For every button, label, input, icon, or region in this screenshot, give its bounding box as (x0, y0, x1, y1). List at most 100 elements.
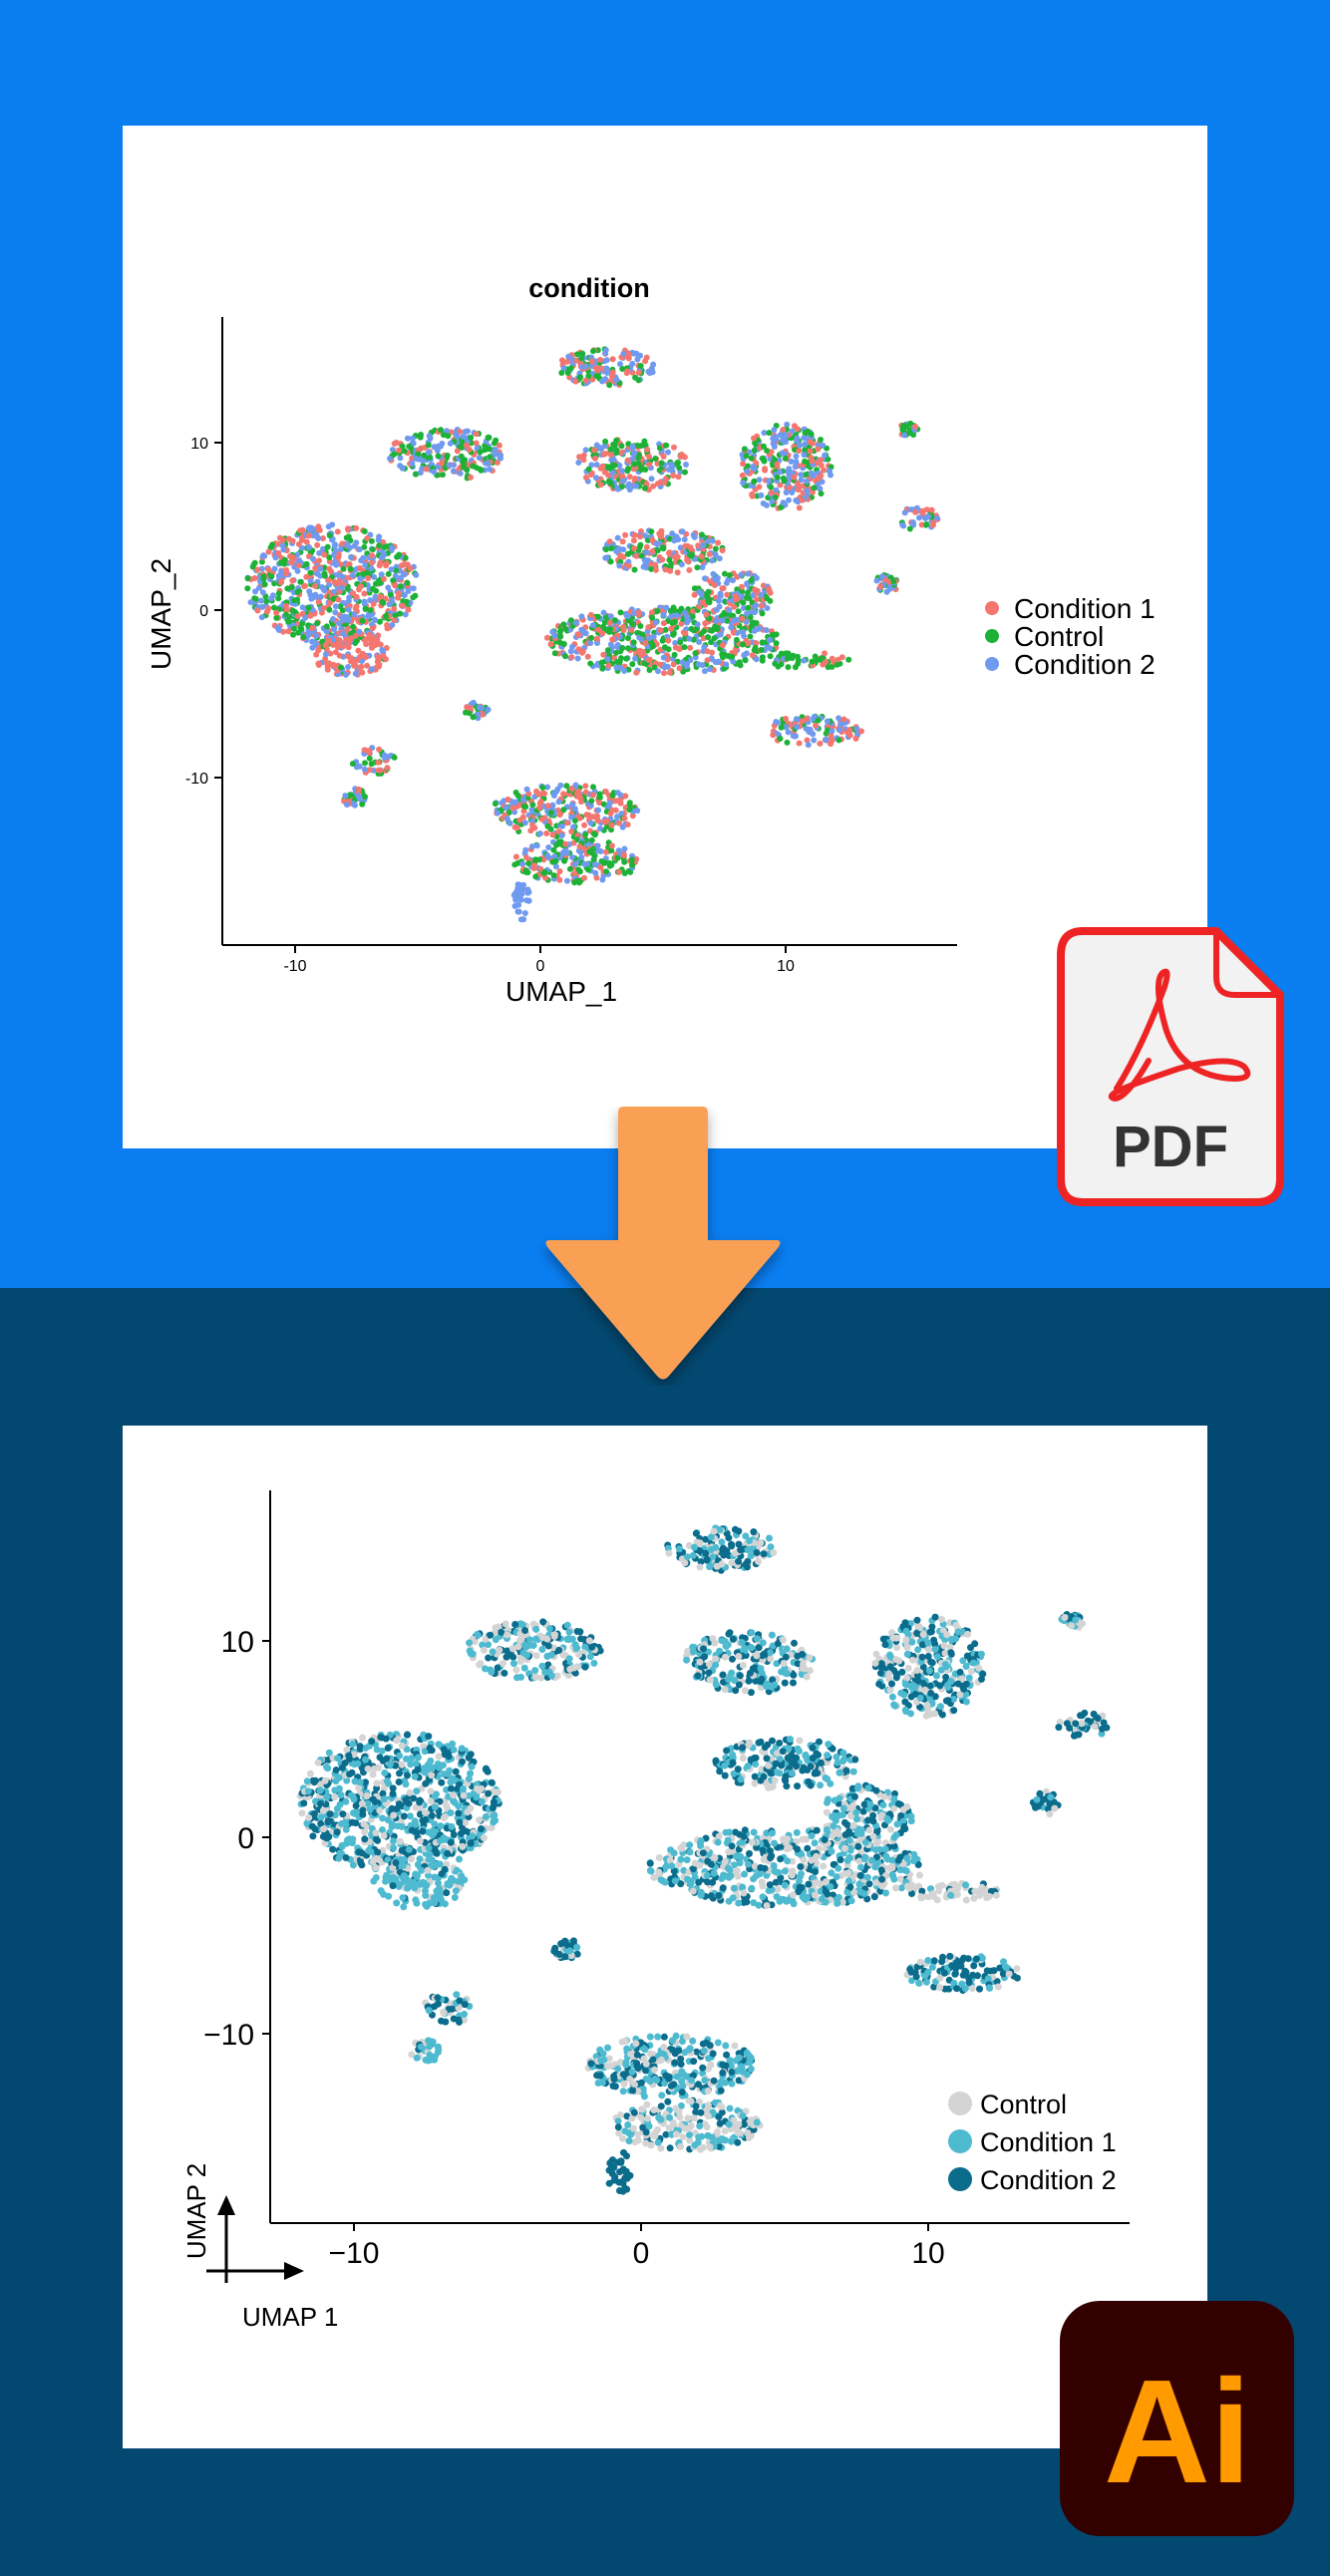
data-point (408, 1826, 416, 1834)
data-point (380, 599, 387, 606)
data-point (676, 665, 683, 672)
data-point (780, 1636, 787, 1644)
data-point (295, 540, 302, 547)
data-point (335, 1854, 343, 1862)
data-point (335, 596, 342, 603)
data-point (621, 858, 628, 865)
data-point (263, 598, 270, 605)
data-point (361, 543, 368, 550)
data-point (312, 565, 319, 571)
data-point (316, 557, 323, 564)
data-point (687, 644, 694, 651)
data-point (739, 588, 746, 595)
data-point (701, 668, 708, 675)
data-point (555, 838, 562, 845)
data-point (411, 1884, 419, 1892)
data-point (275, 595, 282, 602)
data-point (681, 536, 688, 543)
data-point (614, 642, 621, 649)
data-point (758, 591, 765, 598)
data-point (265, 566, 272, 573)
data-point (530, 865, 537, 871)
data-point (462, 1827, 470, 1835)
data-point (368, 565, 375, 572)
data-point (329, 521, 336, 528)
data-point (638, 636, 645, 643)
data-point (602, 848, 609, 855)
data-point (724, 591, 731, 598)
data-point (633, 669, 640, 676)
data-point (695, 661, 702, 668)
data-point (419, 458, 426, 465)
data-point (925, 513, 932, 519)
data-point (409, 461, 416, 467)
data-point (458, 453, 465, 460)
data-point (788, 459, 795, 465)
data-point (381, 544, 388, 550)
data-point (479, 705, 485, 712)
data-point (447, 1809, 455, 1816)
data-point (427, 1787, 435, 1795)
data-point (315, 662, 322, 668)
data-point (257, 597, 264, 604)
data-point (565, 1628, 573, 1636)
data-point (660, 654, 667, 661)
data-point (345, 664, 352, 670)
data-point (886, 585, 893, 592)
data-point (774, 461, 781, 468)
data-point (478, 1797, 486, 1805)
data-point (818, 457, 824, 464)
data-point (455, 1809, 463, 1817)
data-point (741, 446, 748, 453)
data-point (338, 546, 345, 552)
data-point (419, 1878, 427, 1886)
data-point (435, 453, 442, 460)
data-point (337, 603, 344, 610)
data-point (252, 595, 259, 602)
data-point (531, 1673, 539, 1681)
data-point (396, 590, 402, 597)
data-point (575, 631, 582, 638)
data-point (675, 474, 682, 481)
data-point (416, 1837, 424, 1845)
data-point (520, 803, 527, 809)
data-point (706, 1563, 714, 1571)
data-point (395, 1778, 403, 1785)
data-point (327, 650, 334, 657)
data-point (660, 612, 667, 618)
data-point (603, 817, 610, 824)
data-point (768, 449, 775, 456)
data-point (390, 1837, 397, 1845)
data-point (657, 646, 664, 653)
data-point (528, 817, 535, 824)
data-point (360, 554, 367, 561)
data-point (259, 589, 266, 596)
data-point (571, 870, 578, 877)
data-point (681, 644, 688, 651)
data-point (379, 1826, 386, 1833)
data-point (438, 1778, 446, 1786)
data-point (279, 536, 286, 543)
data-point (666, 549, 672, 556)
data-point (637, 533, 644, 540)
data-point (353, 593, 360, 600)
data-point (361, 747, 368, 754)
data-point (740, 599, 747, 606)
data-point (790, 733, 797, 740)
data-point (358, 1849, 366, 1857)
data-point (406, 443, 413, 450)
data-point (621, 668, 628, 674)
data-point (638, 552, 645, 559)
data-point (585, 1637, 593, 1645)
data-point (363, 1792, 371, 1799)
data-point (474, 1631, 482, 1639)
data-point (295, 629, 302, 636)
data-point (275, 572, 282, 579)
data-point (761, 430, 768, 437)
data-point (389, 544, 396, 551)
data-point (621, 870, 628, 876)
data-point (599, 876, 606, 883)
data-point (385, 754, 392, 760)
data-point (482, 1665, 489, 1673)
data-point (617, 361, 623, 368)
